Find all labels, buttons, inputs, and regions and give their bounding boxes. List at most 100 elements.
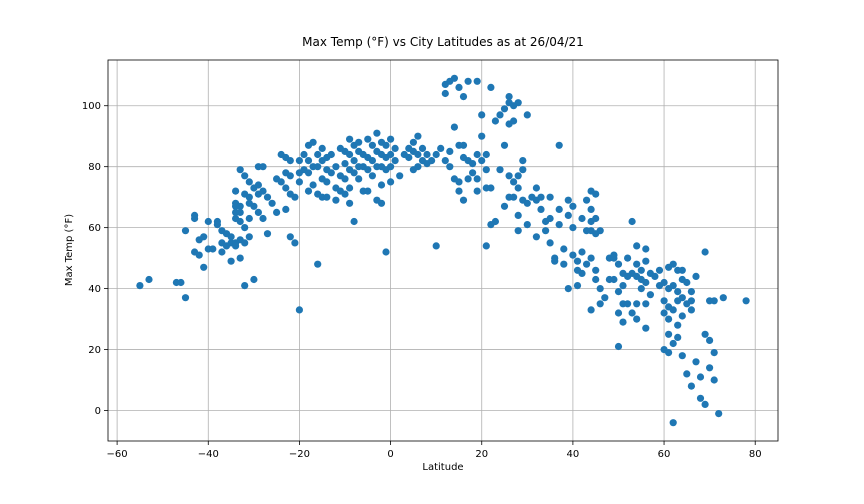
data-point — [500, 141, 509, 149]
data-point — [332, 196, 340, 204]
data-point — [596, 300, 604, 308]
data-point — [282, 184, 290, 192]
data-point — [701, 330, 709, 338]
data-point — [532, 184, 541, 192]
data-point — [432, 150, 440, 159]
data-point — [295, 157, 303, 165]
y-tick-label: 40 — [88, 284, 101, 295]
data-point — [236, 217, 244, 226]
data-point — [236, 208, 244, 216]
data-point — [587, 254, 595, 262]
data-point — [546, 193, 554, 201]
data-point — [692, 358, 700, 366]
data-point — [364, 135, 372, 143]
data-point — [610, 254, 618, 262]
data-point — [642, 245, 650, 253]
data-point — [573, 257, 582, 265]
data-point — [578, 214, 586, 223]
data-point — [619, 282, 627, 290]
data-point — [551, 257, 559, 265]
x-tick-label: −60 — [107, 449, 128, 460]
x-tick-label: −20 — [289, 449, 310, 460]
data-point — [491, 217, 499, 226]
data-point — [569, 224, 577, 232]
data-point — [473, 150, 481, 159]
data-point — [514, 99, 522, 107]
data-point — [678, 266, 686, 274]
data-point — [473, 77, 481, 85]
data-point — [478, 111, 486, 119]
data-point — [218, 248, 226, 256]
data-point — [500, 202, 509, 210]
data-point — [710, 376, 718, 384]
data-point — [405, 153, 413, 162]
data-point — [614, 260, 623, 268]
data-point — [341, 175, 349, 183]
data-point — [245, 193, 253, 201]
data-point — [254, 181, 262, 189]
data-point — [300, 150, 308, 159]
data-point — [614, 288, 623, 296]
data-point — [341, 160, 349, 168]
data-point — [282, 205, 290, 213]
data-point — [377, 199, 386, 207]
data-point — [660, 309, 668, 317]
data-point — [209, 245, 217, 253]
data-point — [414, 150, 422, 159]
x-tick-label: 60 — [658, 449, 671, 460]
data-point — [304, 187, 313, 195]
data-point — [500, 105, 509, 113]
data-point — [304, 157, 313, 165]
data-point — [295, 306, 303, 314]
data-point — [377, 181, 386, 189]
data-point — [181, 294, 190, 302]
data-point — [254, 208, 262, 216]
data-point — [628, 217, 636, 226]
data-point — [455, 83, 463, 91]
data-point — [195, 251, 203, 259]
x-axis-ticks: −60 −40 −20 0 20 40 60 80 — [107, 441, 762, 460]
data-point — [382, 141, 390, 149]
data-point — [578, 248, 586, 256]
data-point — [409, 138, 417, 146]
data-point — [505, 93, 513, 101]
data-point — [350, 169, 358, 177]
data-point — [655, 266, 664, 274]
data-point — [519, 166, 527, 174]
data-point — [687, 288, 696, 296]
data-point — [592, 190, 600, 198]
data-point — [560, 245, 568, 253]
data-point — [250, 202, 258, 210]
data-point — [601, 294, 609, 302]
data-point — [674, 288, 682, 296]
data-point — [455, 178, 463, 186]
data-point — [368, 157, 376, 165]
data-point — [624, 300, 632, 308]
data-point — [624, 254, 632, 262]
data-point — [687, 382, 696, 390]
data-point — [537, 193, 545, 201]
data-point — [555, 205, 563, 213]
data-point — [692, 272, 700, 280]
data-point — [678, 294, 686, 302]
data-point — [592, 275, 600, 284]
data-point — [710, 297, 718, 305]
data-point — [523, 199, 531, 207]
data-point — [177, 278, 185, 287]
plot-area-frame — [107, 59, 779, 442]
x-tick-label: 80 — [749, 449, 762, 460]
data-point — [241, 239, 249, 247]
data-point — [232, 187, 240, 195]
data-point — [245, 233, 253, 241]
y-tick-label: 0 — [95, 406, 101, 417]
data-point — [505, 172, 513, 180]
data-point — [696, 394, 705, 402]
data-point — [145, 275, 153, 284]
data-point — [459, 93, 468, 101]
data-point — [459, 196, 468, 204]
data-point — [660, 297, 668, 305]
y-tick-label: 100 — [82, 101, 101, 112]
data-point — [642, 278, 650, 287]
data-point — [687, 306, 696, 314]
